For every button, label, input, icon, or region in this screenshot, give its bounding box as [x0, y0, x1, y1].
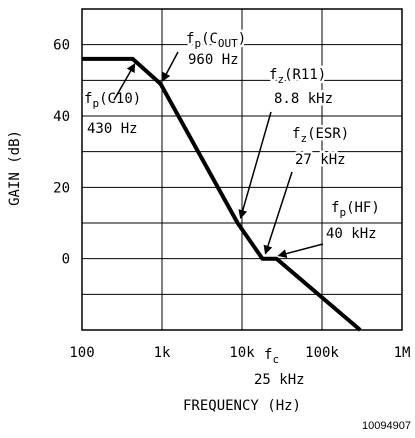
y-tick-label: 60: [53, 38, 70, 54]
x-tick-label: 1M: [394, 345, 411, 361]
fz-esr-arrow: [263, 171, 293, 255]
fp-hf-value: 40 kHz: [326, 226, 377, 242]
figure-code: 10094907: [362, 420, 411, 432]
fz-r11-value: 8.8 kHz: [274, 91, 333, 107]
gain-curve: [82, 56, 362, 332]
tick-labels: 0 20 40 60 100 1k 10k 100k 1M: [53, 38, 410, 361]
fp-c10-value: 430 Hz: [87, 121, 138, 137]
fp-c10-arrow: [113, 63, 136, 101]
x-tick-label: 1k: [154, 345, 171, 361]
x-axis-label: FREQUENCY (Hz): [183, 398, 301, 414]
y-tick-label: 0: [62, 252, 70, 268]
y-tick-label: 20: [53, 180, 70, 196]
fz-esr-label: fz(ESR): [292, 126, 349, 145]
fp-cout-arrow: [161, 51, 179, 82]
gain-curve-group: [82, 56, 362, 332]
fp-cout-label: fp(COUT): [186, 31, 246, 50]
fc-value: 25 kHz: [254, 372, 305, 388]
annotations: fp(C10) 430 Hz fp(COUT) 960 Hz fz(R11) 8.8 kH…: [82, 29, 383, 391]
plot-frame: [81, 8, 403, 331]
fp-c10-label: fp(C10): [84, 91, 141, 110]
y-axis-label: GAIN (dB): [7, 130, 23, 206]
fz-esr-value: 27 kHz: [295, 152, 346, 168]
x-tick-label: 100k: [305, 345, 339, 361]
fz-r11-arrow: [238, 111, 272, 219]
fp-hf-arrow: [277, 243, 324, 258]
x-tick-label: 10k: [229, 345, 255, 361]
fp-hf-label: fp(HF): [331, 200, 380, 219]
fp-cout-value: 960 Hz: [188, 52, 239, 68]
chart-grid: [82, 9, 402, 330]
x-tick-label: 100: [69, 345, 94, 361]
y-tick-label: 40: [53, 109, 70, 125]
fz-r11-label: fz(R11): [269, 67, 326, 86]
fc-label: fc: [264, 347, 279, 366]
